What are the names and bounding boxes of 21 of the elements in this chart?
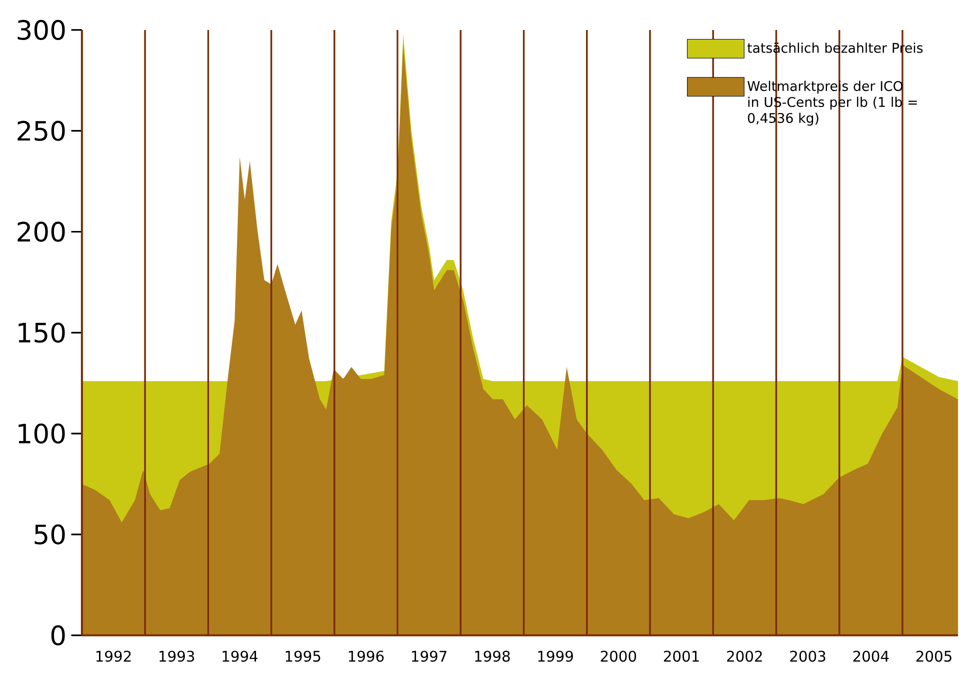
x-tick-label: 1995 <box>286 650 320 662</box>
y-tick-label: 200 <box>18 222 65 242</box>
x-tick-label: 1999 <box>538 650 573 662</box>
x-tick-label: 2004 <box>853 650 889 662</box>
x-tick-label: 2000 <box>600 650 636 662</box>
x-tick-label: 2002 <box>727 650 762 662</box>
x-tick-label: 1994 <box>222 650 258 662</box>
y-tick-label: 150 <box>18 322 65 343</box>
x-tick-label: 1998 <box>475 650 510 662</box>
y-tick-label: 0 <box>51 625 65 646</box>
x-tick-label: 2005 <box>916 650 952 662</box>
x-tick-label: 1992 <box>96 650 131 662</box>
x-tick-label: 1997 <box>412 650 446 662</box>
y-tick-label: 50 <box>34 524 65 544</box>
x-tick-label: 2001 <box>664 650 699 662</box>
y-tick-label: 300 <box>18 20 65 40</box>
x-tick-label: 1993 <box>160 650 194 662</box>
x-tick-label: 2003 <box>790 650 826 662</box>
y-tick-label: 250 <box>18 120 65 141</box>
x-tick-label: 1996 <box>348 650 384 662</box>
y-tick-label: 100 <box>18 423 65 444</box>
